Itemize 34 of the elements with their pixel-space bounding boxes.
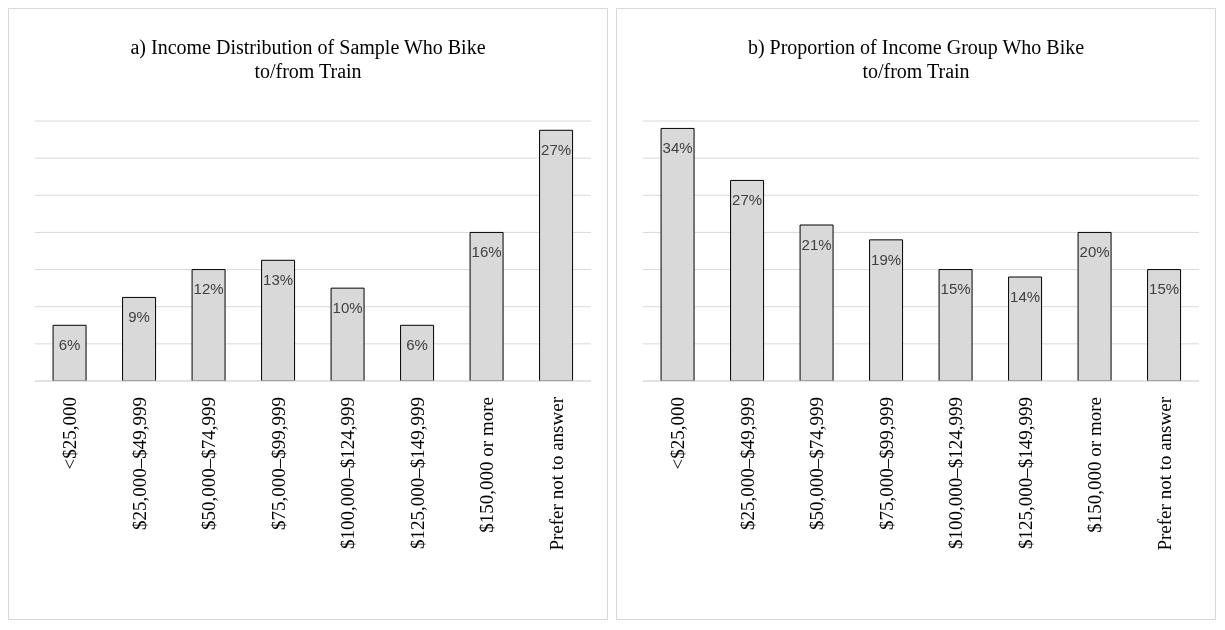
data-label: 15%	[940, 280, 971, 298]
x-tick-label: $25,000–$49,999	[736, 397, 758, 530]
x-tick-label: $125,000–$149,999	[406, 397, 428, 549]
data-label: 15%	[1149, 280, 1180, 298]
data-label: 9%	[128, 308, 150, 326]
data-label: 20%	[1079, 243, 1110, 261]
chart-title: a) Income Distribution of Sample Who Bike to/from Train	[129, 35, 487, 84]
data-label: 19%	[871, 250, 902, 268]
x-tick-label: $150,000 or more	[476, 397, 498, 533]
data-label: 6%	[406, 335, 428, 353]
x-tick-label: <$25,000	[667, 397, 689, 470]
data-label: 14%	[1010, 287, 1041, 305]
data-label: 6%	[58, 335, 81, 353]
data-label: 27%	[732, 191, 763, 209]
data-label: 34%	[662, 139, 693, 157]
x-tick-label: Prefer not to answer	[1153, 396, 1175, 551]
data-label: 16%	[471, 243, 502, 261]
data-label: 10%	[332, 298, 363, 316]
x-tick-label: $150,000 or more	[1084, 397, 1106, 533]
x-tick-label: $75,000–$99,999	[875, 397, 897, 530]
x-tick-label: $50,000–$74,999	[806, 397, 828, 530]
data-label: 21%	[801, 235, 832, 253]
x-tick-label: $75,000–$99,999	[267, 397, 289, 530]
x-tick-label: $25,000–$49,999	[128, 397, 150, 530]
x-tick-label: $125,000–$149,999	[1014, 397, 1036, 549]
x-tick-label: Prefer not to answer	[545, 396, 567, 551]
data-label: 27%	[541, 140, 572, 158]
x-tick-label: <$25,000	[59, 397, 81, 470]
x-tick-label: $100,000–$124,999	[945, 397, 967, 549]
x-tick-label: $50,000–$74,999	[198, 397, 220, 530]
chart-title: b) Proportion of Income Group Who Bike to/from Train	[746, 35, 1086, 84]
x-tick-label: $100,000–$124,999	[337, 397, 359, 549]
data-label: 12%	[193, 280, 224, 298]
data-label: 13%	[263, 270, 294, 288]
